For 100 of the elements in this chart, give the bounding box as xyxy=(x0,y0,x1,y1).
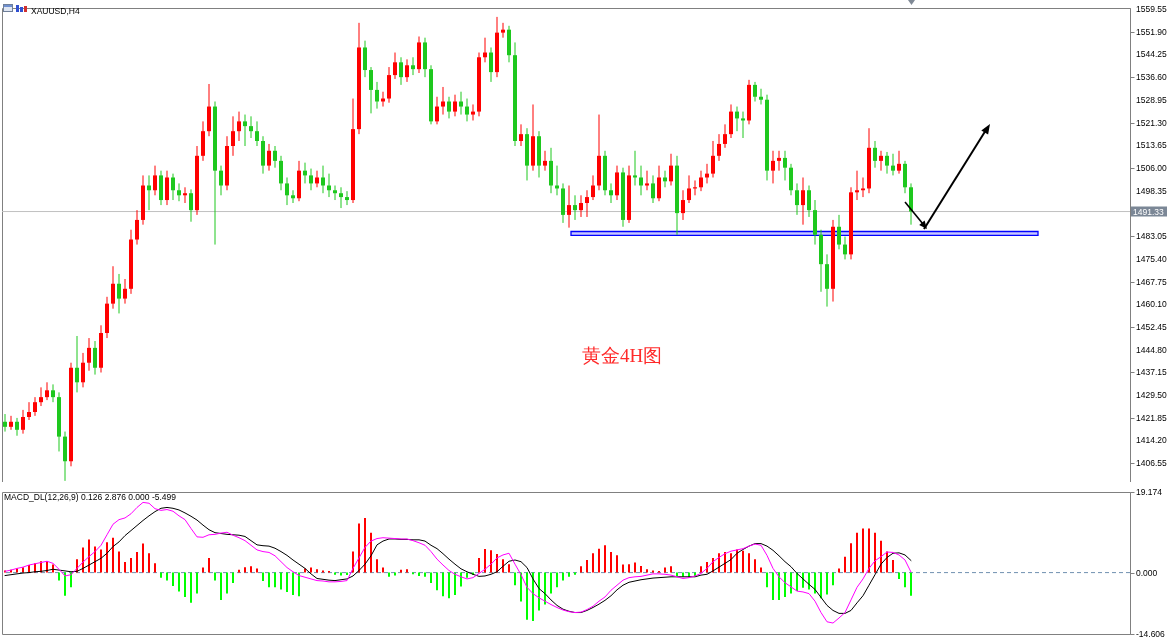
candlestick xyxy=(903,160,907,194)
bar xyxy=(784,572,786,597)
bar xyxy=(490,550,492,573)
candlestick xyxy=(255,120,259,147)
candlestick xyxy=(567,185,571,229)
candlestick xyxy=(489,46,493,83)
bar xyxy=(910,572,912,596)
bar xyxy=(802,572,804,588)
bar xyxy=(598,548,600,573)
candlestick xyxy=(459,91,463,116)
candlestick xyxy=(165,170,169,206)
bar xyxy=(148,553,150,573)
candlestick xyxy=(267,143,271,172)
bar xyxy=(790,572,792,594)
bar xyxy=(100,549,102,573)
bar xyxy=(862,528,864,573)
candlestick xyxy=(711,140,715,178)
bar xyxy=(220,572,222,600)
bar xyxy=(142,543,144,573)
candlestick xyxy=(663,170,667,188)
bar xyxy=(436,572,438,591)
bar xyxy=(448,572,450,599)
bar xyxy=(754,559,756,573)
candlestick xyxy=(321,165,325,194)
candlestick xyxy=(405,58,409,83)
bar xyxy=(208,557,210,573)
candlestick xyxy=(123,278,127,305)
candlestick xyxy=(699,170,703,192)
candlestick xyxy=(399,56,403,86)
bar xyxy=(214,572,216,581)
bar xyxy=(262,572,264,582)
bar xyxy=(172,572,174,587)
candlestick xyxy=(789,163,793,196)
bar xyxy=(814,572,816,594)
candlestick xyxy=(639,165,643,196)
bar xyxy=(514,572,516,586)
bar xyxy=(112,537,114,573)
bar xyxy=(748,553,750,573)
candlestick xyxy=(783,150,787,181)
candlestick xyxy=(411,56,415,76)
candlestick xyxy=(21,409,25,435)
candlestick xyxy=(873,140,877,169)
candlestick xyxy=(501,22,505,39)
candlestick xyxy=(879,150,883,172)
chart-title: MACD_DL(12,26,9) 0.126 2.876 0.000 -5.499 xyxy=(4,492,177,502)
bar xyxy=(406,569,408,573)
bar xyxy=(574,572,576,575)
y-tick-label: 1521.30 xyxy=(1136,117,1167,128)
candlestick xyxy=(669,153,673,186)
candlestick xyxy=(777,150,781,172)
candlestick xyxy=(333,185,337,201)
bar xyxy=(664,567,666,573)
bar xyxy=(334,572,336,575)
candlestick xyxy=(897,150,901,175)
y-tick-label: 1421.85 xyxy=(1136,412,1167,423)
candlestick xyxy=(363,40,367,78)
candlestick xyxy=(117,273,121,314)
bar xyxy=(310,567,312,573)
candlestick xyxy=(111,265,115,310)
bar xyxy=(868,528,870,573)
y-tick-label: 19.174 xyxy=(1136,487,1163,497)
candlestick xyxy=(591,174,595,201)
annotation: 黄金4H图 xyxy=(581,345,663,366)
candlestick xyxy=(861,176,865,198)
y-tick-label: 1414.20 xyxy=(1136,435,1167,446)
bar xyxy=(274,572,276,588)
candlestick xyxy=(741,111,745,139)
bar xyxy=(196,572,198,594)
bar xyxy=(484,549,486,573)
candlestick xyxy=(153,165,157,196)
bar xyxy=(376,559,378,573)
candlestick xyxy=(795,182,799,216)
candlestick xyxy=(519,123,523,147)
candlestick xyxy=(273,145,277,169)
candlestick xyxy=(717,133,721,162)
candlestick xyxy=(87,337,91,372)
candlestick xyxy=(171,173,175,201)
y-tick-label: 1406.55 xyxy=(1136,458,1167,469)
bar xyxy=(256,568,258,573)
bar xyxy=(136,552,138,573)
bar xyxy=(520,572,522,602)
candlestick xyxy=(27,401,31,421)
candlestick xyxy=(279,155,283,191)
candlestick xyxy=(609,182,613,204)
candlestick xyxy=(33,396,37,417)
candlestick xyxy=(93,340,97,376)
y-tick-label: 1437.15 xyxy=(1136,367,1167,378)
candlestick xyxy=(465,98,469,122)
bar xyxy=(550,572,552,594)
chart-title: XAUUSD,H4 xyxy=(31,6,80,16)
candlestick xyxy=(771,150,775,184)
bar xyxy=(118,551,120,573)
bar xyxy=(442,572,444,597)
bar xyxy=(556,572,558,588)
candlestick xyxy=(471,103,475,121)
candlestick xyxy=(687,174,691,204)
bar xyxy=(532,572,534,621)
bar xyxy=(592,553,594,573)
bar xyxy=(268,572,270,588)
bar xyxy=(742,550,744,573)
